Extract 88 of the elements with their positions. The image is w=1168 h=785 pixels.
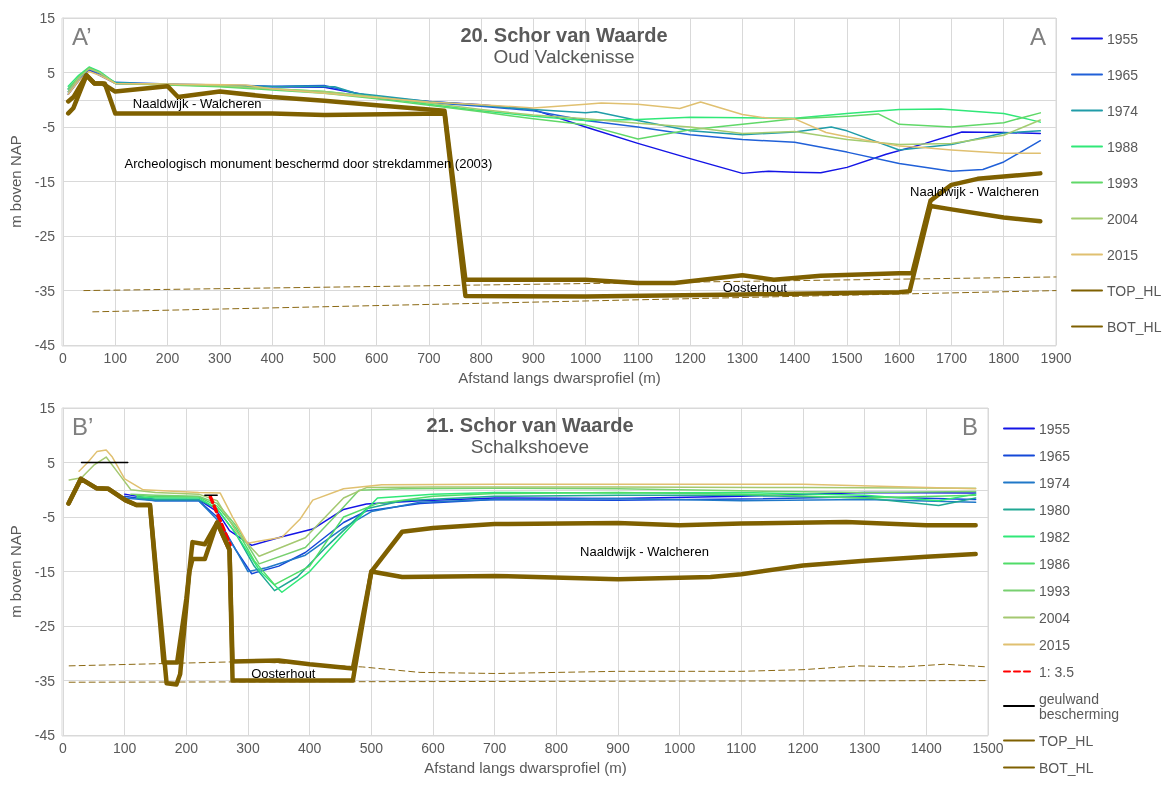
x-tick-label: 1800 xyxy=(988,350,1020,367)
x-axis-title: Afstand langs dwarsprofiel (m) xyxy=(424,759,627,776)
legend-label: 1988 xyxy=(1107,138,1139,155)
y-tick-label: 5 xyxy=(47,64,56,81)
y-tick-label: -25 xyxy=(34,618,56,635)
x-tick-label: 900 xyxy=(606,740,630,757)
x-tick-label: 1500 xyxy=(972,740,1004,757)
annotation: Naaldwijk - Walcheren xyxy=(580,543,709,559)
x-tick-label: 400 xyxy=(297,740,322,757)
legend-label: 1965 xyxy=(1107,66,1139,83)
x-tick-label: 1200 xyxy=(787,740,819,757)
legend-label: 1965 xyxy=(1039,447,1071,464)
legend-label: 1: 3.5 xyxy=(1039,663,1075,680)
x-tick-label: 400 xyxy=(260,350,284,367)
x-tick-label: 1200 xyxy=(674,350,706,367)
y-tick-label: -15 xyxy=(34,563,56,580)
legend-label: geulwand bescherming xyxy=(1039,690,1120,722)
x-tick-label: 200 xyxy=(155,350,180,367)
legend-label: 1982 xyxy=(1039,528,1071,545)
x-tick-label: 1600 xyxy=(883,350,915,367)
legend-label: 1993 xyxy=(1107,174,1139,191)
y-tick-label: -15 xyxy=(34,173,56,190)
x-tick-label: 1900 xyxy=(1040,350,1072,367)
x-tick-label: 300 xyxy=(236,740,260,757)
legend-label: BOT_HL xyxy=(1107,318,1162,335)
y-tick-label: -5 xyxy=(42,509,56,526)
x-tick-label: 1400 xyxy=(910,740,943,757)
x-tick-label: 100 xyxy=(103,350,128,367)
x-tick-label: 500 xyxy=(312,350,337,367)
legend-label: 1974 xyxy=(1107,102,1139,119)
y-tick-label: 15 xyxy=(39,10,56,26)
annotation: Naaldwijk - Walcheren xyxy=(132,96,262,112)
legend-label: 2015 xyxy=(1039,636,1071,653)
y-tick-label: -45 xyxy=(34,727,56,744)
x-tick-label: 500 xyxy=(359,740,384,757)
x-tick-label: 1000 xyxy=(664,740,696,757)
text: Oud Valckenisse xyxy=(493,46,635,67)
y-axis-title: m boven NAP xyxy=(7,525,24,618)
x-tick-label: 1300 xyxy=(849,740,881,757)
x-axis-title: Afstand langs dwarsprofiel (m) xyxy=(458,369,661,386)
x-tick-label: 600 xyxy=(421,740,445,757)
y-tick-label: -35 xyxy=(34,282,56,299)
annotation: A’ xyxy=(72,22,92,50)
y-tick-label: 15 xyxy=(39,400,56,416)
annotation: B xyxy=(961,412,978,440)
legend-label: 2004 xyxy=(1107,210,1139,227)
y-tick-label: 5 xyxy=(47,454,56,471)
legend-label: 1955 xyxy=(1039,420,1071,437)
x-tick-label: 700 xyxy=(482,740,507,757)
legend-label: 1986 xyxy=(1039,555,1071,572)
y-axis-title: m boven NAP xyxy=(7,135,24,228)
legend-label: 1993 xyxy=(1039,582,1071,599)
legend-label: 1974 xyxy=(1039,474,1071,491)
annotation: Oosterhout xyxy=(251,665,316,681)
x-tick-label: 1400 xyxy=(779,350,811,367)
x-tick-label: 1500 xyxy=(831,350,863,367)
annotation: Oosterhout xyxy=(722,280,788,296)
y-tick-label: -35 xyxy=(34,672,56,689)
legend-label: 2015 xyxy=(1107,246,1139,263)
x-tick-label: 900 xyxy=(521,350,546,367)
y-tick-label: -5 xyxy=(42,119,56,136)
x-tick-label: 600 xyxy=(364,350,389,367)
legend-label: 1980 xyxy=(1039,501,1071,518)
x-tick-label: 0 xyxy=(59,350,68,367)
legend-label: 1955 xyxy=(1107,30,1139,47)
x-tick-label: 1300 xyxy=(726,350,759,367)
y-tick-label: -25 xyxy=(34,228,56,245)
x-tick-label: 0 xyxy=(59,740,68,757)
text: Schalkshoeve xyxy=(470,436,590,457)
annotation: A xyxy=(1029,22,1046,50)
x-tick-label: 200 xyxy=(174,740,199,757)
chart-title: 20. Schor van Waarde xyxy=(460,24,668,46)
x-tick-label: 800 xyxy=(469,350,493,367)
y-tick-label: -45 xyxy=(34,337,56,354)
x-tick-label: 1100 xyxy=(622,350,654,367)
x-tick-label: 1000 xyxy=(570,350,602,367)
annotation: B’ xyxy=(72,412,94,440)
legend-label: BOT_HL xyxy=(1039,759,1094,776)
x-tick-label: 300 xyxy=(208,350,232,367)
legend-label: TOP_HL xyxy=(1107,282,1162,299)
x-tick-label: 800 xyxy=(544,740,569,757)
x-tick-label: 700 xyxy=(417,350,441,367)
x-tick-label: 100 xyxy=(112,740,137,757)
x-tick-label: 1700 xyxy=(935,350,968,367)
legend-label: 2004 xyxy=(1039,609,1071,626)
legend-label: TOP_HL xyxy=(1039,732,1094,749)
chart-title: 21. Schor van Waarde xyxy=(426,414,634,436)
x-tick-label: 1100 xyxy=(726,740,757,757)
